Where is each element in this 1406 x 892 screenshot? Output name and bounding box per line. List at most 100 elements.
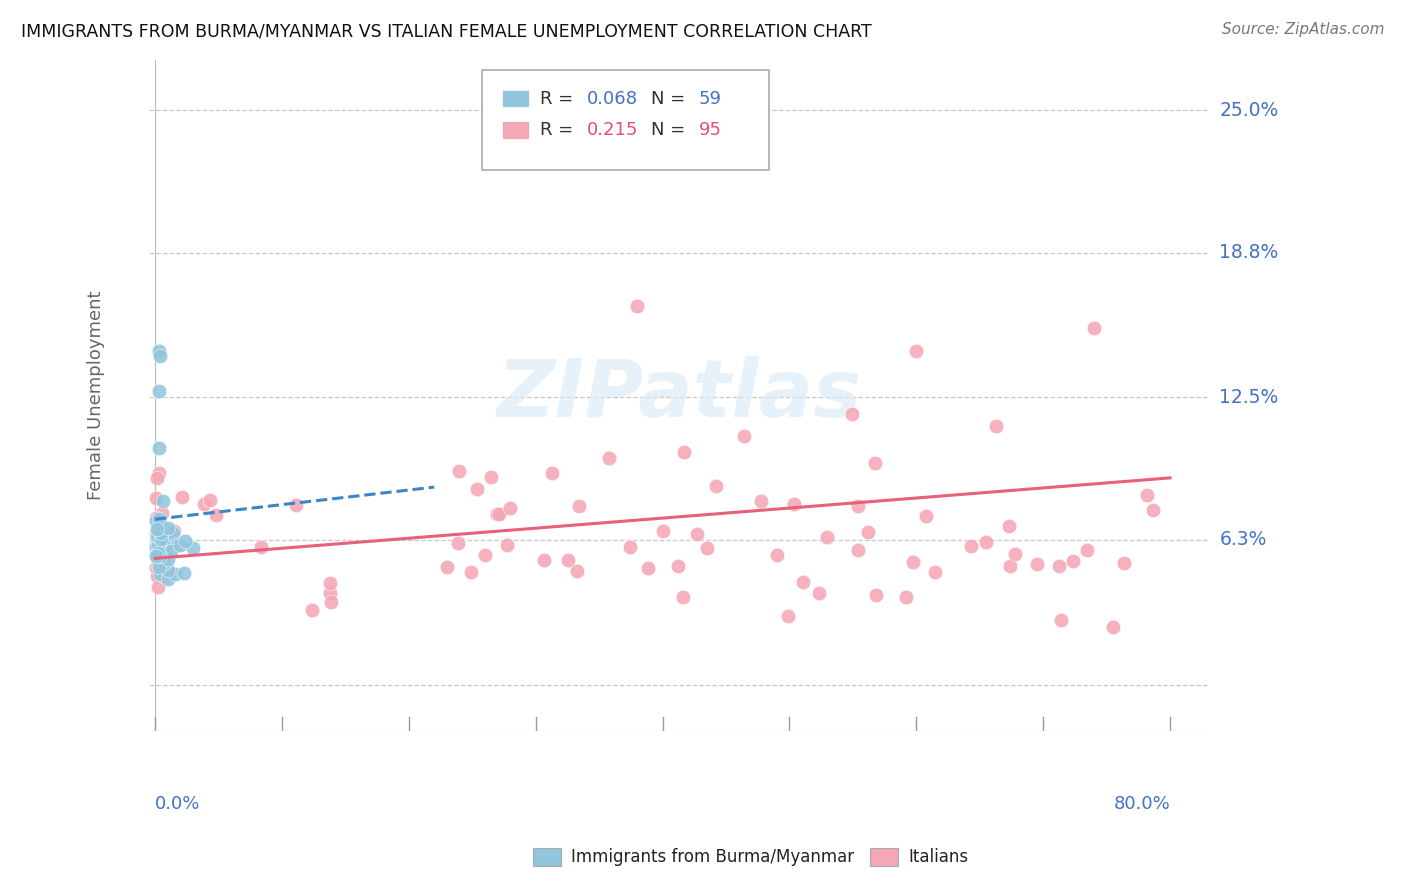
Point — [863, 456, 886, 470]
Point — [808, 586, 831, 600]
Point — [146, 471, 169, 485]
Point — [498, 501, 520, 516]
Text: 6.3%: 6.3% — [1219, 531, 1267, 549]
Point — [167, 537, 190, 551]
Point — [460, 566, 482, 580]
Point — [162, 524, 184, 539]
Point — [960, 539, 983, 553]
FancyBboxPatch shape — [502, 121, 529, 139]
Point — [284, 499, 307, 513]
Text: 0.215: 0.215 — [588, 121, 638, 139]
Text: 80.0%: 80.0% — [1114, 795, 1170, 813]
Point — [148, 549, 170, 563]
Point — [193, 497, 215, 511]
Text: N =: N = — [651, 121, 690, 139]
Point — [145, 529, 167, 543]
Point — [149, 531, 172, 545]
Point — [474, 548, 496, 562]
Text: 18.8%: 18.8% — [1219, 244, 1278, 262]
Point — [150, 526, 173, 541]
Point — [924, 565, 946, 579]
Point — [496, 538, 519, 552]
Point — [149, 528, 172, 542]
Text: 95: 95 — [699, 121, 721, 139]
Point — [447, 536, 470, 550]
Point — [145, 511, 167, 525]
Point — [148, 344, 170, 359]
Point — [479, 470, 502, 484]
Point — [157, 535, 180, 549]
Text: Italians: Italians — [908, 848, 969, 866]
Point — [685, 527, 707, 541]
Point — [488, 508, 510, 522]
Point — [1050, 613, 1073, 627]
Point — [148, 539, 170, 553]
Text: 59: 59 — [699, 89, 721, 108]
Point — [156, 521, 179, 535]
Point — [146, 539, 169, 553]
Text: 0.0%: 0.0% — [155, 795, 201, 813]
Point — [148, 511, 170, 525]
Point — [148, 545, 170, 559]
Point — [704, 478, 727, 492]
Point — [145, 536, 167, 550]
Point — [1136, 488, 1159, 502]
Point — [815, 530, 838, 544]
Point — [149, 529, 172, 543]
Point — [894, 591, 917, 605]
Point — [150, 527, 173, 541]
Point — [148, 533, 170, 547]
Point — [846, 500, 869, 514]
Point — [1142, 503, 1164, 517]
Point — [153, 568, 176, 582]
Point — [145, 549, 167, 563]
Point — [157, 551, 180, 566]
Point — [159, 544, 181, 558]
Point — [146, 546, 169, 560]
Point — [673, 445, 696, 459]
Point — [984, 419, 1007, 434]
Point — [1076, 543, 1098, 558]
Point — [149, 526, 172, 541]
Point — [914, 509, 936, 524]
Point — [846, 543, 869, 558]
Point — [696, 541, 718, 556]
Point — [146, 533, 169, 547]
Point — [183, 541, 205, 555]
Point — [672, 591, 695, 605]
Point — [792, 575, 814, 590]
Point — [1083, 321, 1105, 335]
Point — [146, 558, 169, 573]
Point — [150, 543, 173, 558]
Point — [541, 466, 564, 480]
Point — [568, 499, 591, 513]
Point — [567, 565, 589, 579]
Point — [626, 299, 648, 313]
Point — [148, 528, 170, 542]
Point — [666, 559, 689, 574]
Point — [170, 491, 193, 505]
Point — [598, 450, 620, 465]
Point — [145, 549, 167, 563]
Point — [436, 560, 458, 574]
Point — [976, 534, 998, 549]
Point — [905, 344, 928, 359]
Point — [533, 553, 555, 567]
Point — [150, 507, 173, 521]
Point — [145, 514, 167, 528]
Text: 25.0%: 25.0% — [1219, 101, 1278, 120]
Point — [146, 533, 169, 548]
Point — [156, 563, 179, 577]
Point — [152, 523, 174, 537]
Point — [865, 588, 887, 602]
Point — [1004, 548, 1026, 562]
Point — [157, 536, 180, 550]
Text: Immigrants from Burma/Myanmar: Immigrants from Burma/Myanmar — [571, 848, 853, 866]
Point — [1025, 558, 1047, 572]
Point — [997, 519, 1019, 533]
Point — [145, 526, 167, 541]
Point — [152, 494, 174, 508]
Point — [145, 491, 167, 505]
Point — [169, 538, 191, 552]
Point — [901, 556, 924, 570]
